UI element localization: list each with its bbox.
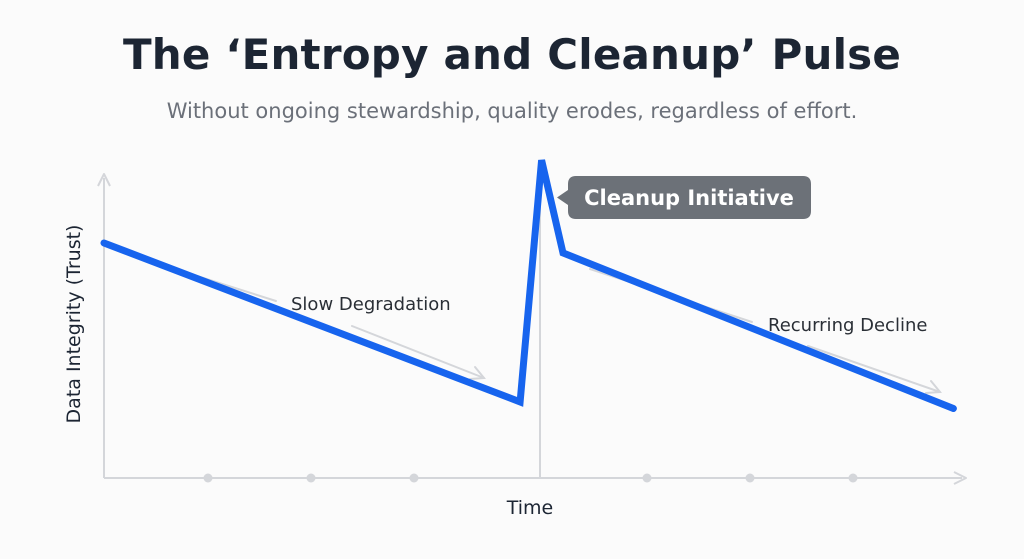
x-tick-dot [745,473,755,483]
annotation-slow-degradation: Slow Degradation [291,294,451,315]
chart-title: The ‘Entropy and Cleanup’ Pulse [122,30,902,79]
x-tick-dot [409,473,419,483]
series-line-integrity [100,159,957,412]
annotation-recurring-decline: Recurring Decline [768,315,927,336]
callout-box [557,176,811,219]
x-tick-dot [848,473,858,483]
x-tick-dot [203,473,213,483]
callout-label: Cleanup Initiative [584,186,794,210]
chart-subtitle: Without ongoing stewardship, quality ero… [166,99,858,123]
series-points [103,160,954,409]
y-axis-arrowhead [97,173,111,187]
cleanup-callout: Cleanup Initiative [557,176,811,219]
x-tick-dot [306,473,316,483]
y-axis-label: Data Integrity (Trust) [63,225,85,424]
x-tick-dot [642,473,652,483]
x-axis-arrowhead [953,471,967,485]
x-axis-label: Time [506,497,554,519]
